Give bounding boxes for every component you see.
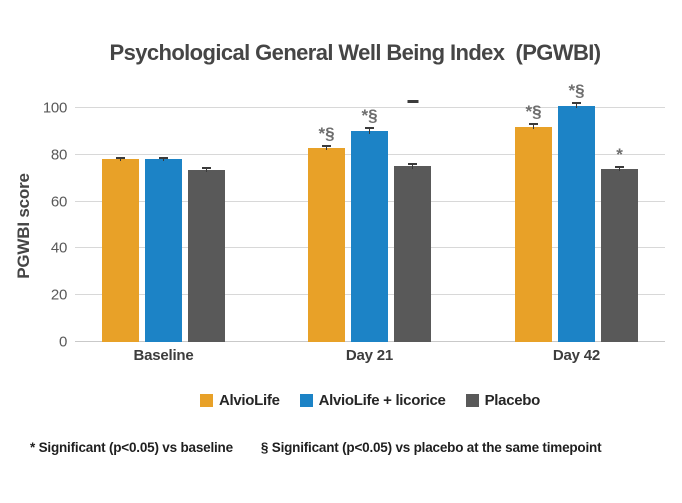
significance-label: *§ (525, 101, 542, 121)
error-bar (206, 168, 207, 172)
significance-label: *§ (361, 106, 378, 126)
legend-swatch (199, 394, 213, 407)
y-tick-label: 40 (50, 239, 67, 257)
bar-placebo-day-21 (394, 166, 431, 342)
significance-label: *§ (318, 123, 335, 143)
legend: AlvioLife AlvioLife + licorice Placebo (75, 392, 665, 409)
footnote: * Significant (p<0.05) vs baseline § Sig… (30, 440, 670, 455)
x-category-label: Day 21 (345, 347, 394, 364)
error-bar (120, 157, 121, 162)
legend-item-alviolife: AlvioLife (199, 392, 280, 409)
y-tick-label: 80 (50, 146, 67, 164)
legend-item-placebo: Placebo (465, 392, 541, 409)
error-bar (369, 128, 370, 135)
footnote-asterisk: * Significant (p<0.05) vs baseline (30, 440, 233, 455)
legend-label: AlvioLife + licorice (318, 392, 446, 409)
error-bar-cap (322, 144, 331, 147)
y-tick-label: 20 (50, 286, 67, 304)
chart-title: Psychological General Well Being Index (… (109, 40, 602, 65)
error-bar-cap (615, 165, 624, 168)
significance-label: * (616, 144, 623, 164)
bar-alviolife-licorice-day-42 (558, 105, 595, 342)
error-bar-cap (572, 101, 581, 104)
error-bar (412, 163, 413, 170)
error-bar (326, 145, 327, 150)
y-tick-label: 100 (42, 99, 67, 117)
error-bar (163, 157, 164, 162)
legend-label: Placebo (484, 392, 541, 409)
bar-alviolife-day-21 (308, 147, 345, 342)
significance-label: *§ (568, 80, 585, 100)
bar-alviolife-licorice-baseline (145, 159, 182, 342)
error-bar (619, 166, 620, 171)
error-bar-cap (365, 127, 374, 130)
plot-area: 0 20 40 60 80 100 *§ *§ *§ *§ * Baseline Day 21 Day 4… (43, 82, 665, 364)
error-bar (576, 102, 577, 109)
bar-alviolife-licorice-day-21 (351, 131, 388, 342)
y-tick-label: 60 (50, 193, 67, 211)
dash-annotation (407, 100, 418, 104)
bar-alviolife-baseline (102, 159, 139, 342)
error-bar-cap (529, 122, 538, 125)
footnote-section: § Significant (p<0.05) vs placebo at the… (260, 440, 602, 455)
y-tick-label: 0 (58, 333, 67, 351)
error-bar-cap (159, 156, 168, 159)
x-category-label: Day 42 (552, 347, 601, 364)
legend-swatch (299, 394, 313, 407)
legend-label: AlvioLife (218, 392, 280, 409)
error-bar (533, 123, 534, 130)
error-bar-cap (408, 162, 417, 165)
bar-placebo-day-42 (601, 168, 638, 342)
legend-swatch (465, 394, 479, 407)
legend-item-alviolife-licorice: AlvioLife + licorice (299, 392, 446, 409)
bar-placebo-baseline (188, 169, 225, 342)
bar-alviolife-day-42 (515, 126, 552, 342)
gridline (75, 106, 665, 108)
x-category-label: Baseline (133, 347, 194, 364)
error-bar-cap (116, 156, 125, 159)
error-bar-cap (202, 167, 211, 170)
